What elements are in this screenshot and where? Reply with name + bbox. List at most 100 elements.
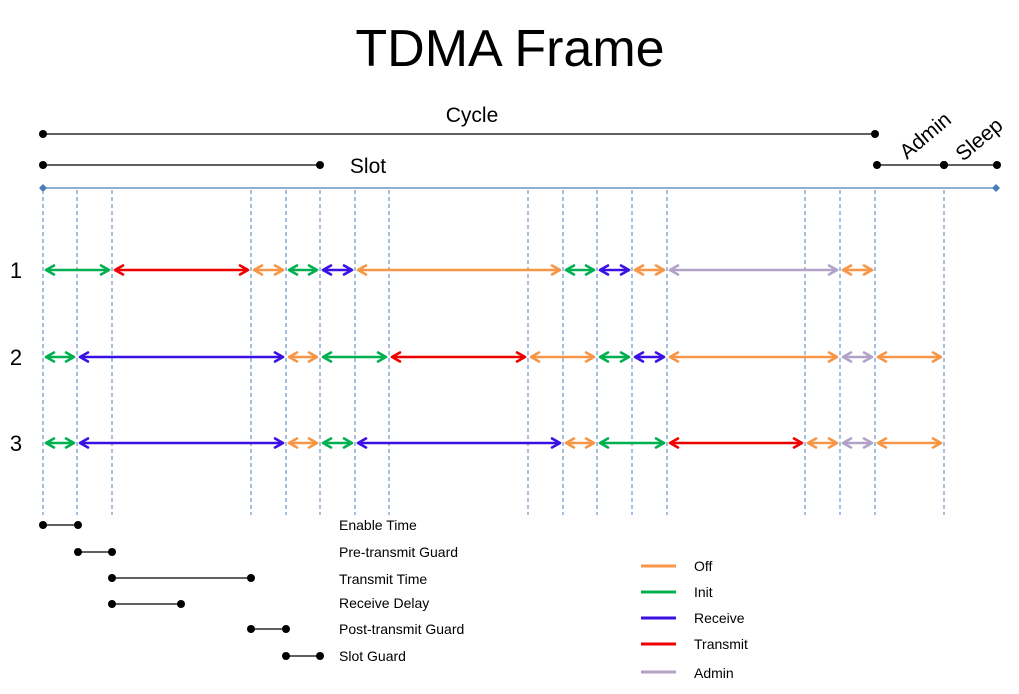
- row-1-segment-11-off-head-left: [841, 264, 853, 276]
- row-2-segment-2-receive-head-left: [78, 351, 90, 363]
- row-2-segment-8-receive: [633, 351, 666, 363]
- cycle-dimension-end-dot: [871, 130, 879, 138]
- row-3-segment-7-init-head-left: [598, 437, 610, 449]
- row-1-segment-2-transmit: [113, 264, 250, 276]
- row-1-segment-5-receive: [321, 264, 354, 276]
- timing-legend-slot-guard-mark-start-dot: [282, 652, 290, 660]
- row-2-segment-7-init-head-left: [598, 351, 610, 363]
- legend-marks: [39, 521, 676, 674]
- row-2-segment-7-init-head-right: [619, 351, 631, 363]
- row-3-segment-2-receive: [78, 437, 285, 449]
- row-3-segment-6-off-head-left: [564, 437, 576, 449]
- row-2-segment-5-transmit: [390, 351, 527, 363]
- timeline-start-marker: [39, 184, 47, 192]
- row-3-segment-2-receive-head-right: [273, 437, 285, 449]
- row-1-segment-9-off-head-left: [633, 264, 645, 276]
- row-2-segment-6-off: [529, 351, 596, 363]
- state-rows: [44, 264, 943, 449]
- slot-dimension-end-dot: [316, 161, 324, 169]
- row-1-segment-1-init: [44, 264, 111, 276]
- row-3-segment-10-admin-head-right: [862, 437, 874, 449]
- row-1-segment-2-transmit-head-left: [113, 264, 125, 276]
- row-2-segment-11-off-head-left: [876, 351, 888, 363]
- row-3-segment-4-init-head-right: [342, 437, 354, 449]
- row-2-segment-10-admin-head-right: [862, 351, 874, 363]
- row-3-segment-11-off-head-right: [931, 437, 943, 449]
- row-2-segment-11-off-head-right: [931, 351, 943, 363]
- row-3-segment-1-init: [44, 437, 76, 449]
- sleep-dimension-end-dot: [993, 161, 1001, 169]
- row-3-segment-8-transmit: [668, 437, 804, 449]
- row-3-segment-4-init: [321, 437, 354, 449]
- row-3-segment-5-receive: [356, 437, 562, 449]
- row-1-segment-10-admin: [668, 264, 839, 276]
- row-3-segment-9-off: [806, 437, 839, 449]
- timing-legend-label-slot-guard: Slot Guard: [339, 648, 406, 664]
- row-1-segment-3-off-head-left: [252, 264, 264, 276]
- row-2-segment-1-init-head-right: [64, 351, 76, 363]
- row-1-segment-8-receive-head-left: [598, 264, 610, 276]
- row-2-segment-6-off-head-right: [584, 351, 596, 363]
- row-3-segment-11-off: [876, 437, 943, 449]
- row-1-segment-1-init-head-right: [99, 264, 111, 276]
- row-1-segment-10-admin-head-left: [668, 264, 680, 276]
- row-3-segment-1-init-head-left: [44, 437, 56, 449]
- row-1-segment-1-init-head-left: [44, 264, 56, 276]
- row-2-segment-4-init-head-right: [376, 351, 388, 363]
- timing-legend-slot-guard-mark-end-dot: [316, 652, 324, 660]
- timing-legend-post-transmit-guard-mark-end-dot: [282, 625, 290, 633]
- timing-legend-post-transmit-guard-mark-start-dot: [247, 625, 255, 633]
- guide-lines: [42, 190, 945, 515]
- row-2-segment-2-receive-head-right: [273, 351, 285, 363]
- timing-legend-label-pre-transmit-guard: Pre-transmit Guard: [339, 544, 458, 560]
- row-2-segment-1-init: [44, 351, 76, 363]
- row-1-segment-8-receive: [598, 264, 631, 276]
- row-2-segment-6-off-head-left: [529, 351, 541, 363]
- timing-legend-pre-transmit-guard-mark-end-dot: [108, 548, 116, 556]
- row-3-segment-5-receive-head-right: [550, 437, 562, 449]
- timeline-end-marker: [992, 184, 1000, 192]
- row-1-segment-9-off: [633, 264, 666, 276]
- row-3-segment-9-off-head-left: [806, 437, 818, 449]
- row-1-segment-2-transmit-head-right: [238, 264, 250, 276]
- row-1-segment-3-off: [252, 264, 285, 276]
- row-2-segment-9-off-head-right: [827, 351, 839, 363]
- sleep-dimension-start-dot: [940, 161, 948, 169]
- row-2-segment-9-off: [668, 351, 839, 363]
- row-1-segment-7-init-head-right: [584, 264, 596, 276]
- admin-label: Admin: [895, 108, 955, 164]
- state-legend-label-receive: Receive: [694, 610, 745, 626]
- row-1-segment-9-off-head-right: [654, 264, 666, 276]
- row-3-segment-9-off-head-right: [827, 437, 839, 449]
- state-legend-label-off: Off: [694, 558, 713, 574]
- row-1-segment-5-receive-head-right: [342, 264, 354, 276]
- row-3-segment-2-receive-head-left: [78, 437, 90, 449]
- row-2-segment-10-admin-head-left: [841, 351, 853, 363]
- row-3-segment-3-off-head-left: [287, 437, 299, 449]
- row-label-1: 1: [10, 258, 22, 283]
- state-legend-label-transmit: Transmit: [694, 636, 748, 652]
- row-3-segment-3-off-head-right: [307, 437, 319, 449]
- row-3-segment-7-init-head-right: [654, 437, 666, 449]
- row-1-segment-5-receive-head-left: [321, 264, 333, 276]
- timing-legend-receive-delay-mark-end-dot: [177, 600, 185, 608]
- row-3-segment-3-off: [287, 437, 319, 449]
- row-3-segment-5-receive-head-left: [356, 437, 368, 449]
- timing-legend-label-receive-delay: Receive Delay: [339, 595, 429, 611]
- row-1-segment-4-init: [287, 264, 319, 276]
- row-2-segment-8-receive-head-left: [633, 351, 645, 363]
- row-label-2: 2: [10, 345, 22, 370]
- timing-legend-receive-delay-mark-start-dot: [108, 600, 116, 608]
- row-1-segment-6-off-head-left: [356, 264, 368, 276]
- diagram-title: TDMA Frame: [355, 20, 664, 78]
- state-legend-label-init: Init: [694, 584, 713, 600]
- cycle-dimension-start-dot: [39, 130, 47, 138]
- admin-dimension-start-dot: [873, 161, 881, 169]
- row-1-segment-8-receive-head-right: [619, 264, 631, 276]
- timing-legend-label-post-transmit-guard: Post-transmit Guard: [339, 621, 464, 637]
- timing-legend-transmit-time-mark-start-dot: [108, 574, 116, 582]
- timing-legend-pre-transmit-guard-mark-start-dot: [74, 548, 82, 556]
- row-3-segment-6-off-head-right: [584, 437, 596, 449]
- row-2-segment-3-off: [287, 351, 319, 363]
